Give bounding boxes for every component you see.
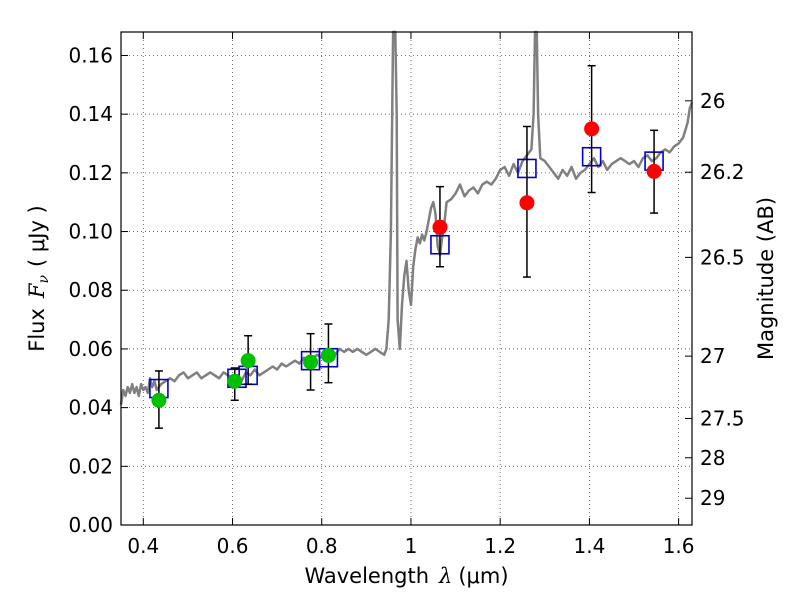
x-axis-label-unit: (μm) [458,564,508,588]
red-points [432,121,662,235]
x-tick-label: 1.4 [573,534,605,558]
y-tick-label: 0.06 [68,337,113,361]
x-axis-label-prefix: Wavelength [304,564,429,588]
y-axis-label: Flux Fν ( μJy ) [25,205,52,351]
x-axis-label: Wavelength λ (μm) [304,564,508,588]
spectrum-layer [119,30,694,405]
green-point [320,347,336,363]
mag-tick-label: 26.5 [700,245,745,269]
right-axis-label: Magnitude (AB) [754,197,778,360]
mag-tick-label: 29 [700,486,725,510]
mag-tick-label: 27 [700,344,725,368]
x-tick-label: 1.2 [484,534,516,558]
red-point [646,163,662,179]
green-point [303,354,319,370]
y-axis-label-prefix: Flux [25,308,49,352]
mag-tick-label: 27.5 [700,406,745,430]
green-point [227,373,243,389]
red-point [432,219,448,235]
mag-tick-label: 26 [700,89,725,113]
y-tick-label: 0.12 [68,161,113,185]
y-tick-label: 0.02 [68,454,113,478]
y-tick-label: 0.04 [68,396,113,420]
y-tick-label: 0.00 [68,513,113,537]
y-tick-label: 0.14 [68,102,113,126]
spectrum-line [119,30,694,405]
x-tick-label: 0.6 [217,534,249,558]
green-points [151,347,336,408]
y-tick-label: 0.10 [68,220,113,244]
y-axis-label-subscript: ν [36,275,52,284]
red-point [519,195,535,211]
x-axis-label-symbol: λ [438,564,452,588]
x-tick-label: 1.6 [663,534,695,558]
mag-tick-label: 26.2 [700,160,745,184]
x-tick-label: 1 [405,534,418,558]
plot-frame [120,31,693,526]
x-tick-label: 0.8 [306,534,338,558]
green-point [240,353,256,369]
x-tick-label: 0.4 [127,534,159,558]
green-point [151,392,167,408]
y-tick-label: 0.08 [68,278,113,302]
y-axis-label-unit: ( μJy ) [25,205,49,267]
mag-tick-label: 28 [700,446,725,470]
red-point [584,121,600,137]
axis-ticks: 0.4 0.6 0.8 1 1.2 1.4 1.6 0.00 0.02 0.04 0.06 0.08 0… [68,32,745,558]
y-axis-label-symbol: F [25,282,49,299]
y-tick-label: 0.16 [68,43,113,67]
